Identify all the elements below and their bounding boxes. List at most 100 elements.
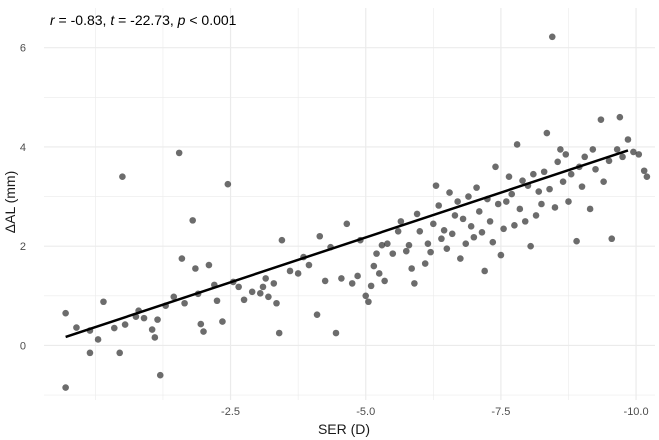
data-point: [630, 148, 637, 156]
data-point: [367, 282, 375, 290]
data-point: [519, 177, 526, 184]
data-point: [589, 146, 597, 153]
data-point: [516, 205, 524, 213]
data-point: [457, 255, 464, 262]
data-point: [494, 200, 502, 208]
data-point: [213, 297, 221, 305]
p-value: < 0.001: [185, 12, 236, 28]
data-point: [170, 293, 178, 301]
data-point: [394, 227, 402, 235]
y-tick-label: 0: [20, 340, 26, 352]
data-point: [381, 277, 388, 285]
data-point: [478, 228, 486, 236]
data-point: [151, 334, 159, 341]
data-point: [505, 173, 513, 181]
data-point: [275, 329, 283, 337]
r-symbol: r: [50, 12, 56, 28]
data-point: [370, 262, 378, 270]
data-point: [259, 283, 267, 291]
data-point: [273, 299, 280, 307]
data-point: [467, 223, 475, 230]
data-point: [562, 151, 570, 158]
data-point: [616, 113, 624, 121]
data-point: [119, 173, 126, 181]
data-point: [416, 227, 424, 235]
data-point: [62, 309, 69, 317]
data-point: [586, 205, 594, 213]
data-point: [305, 261, 313, 269]
data-point: [511, 222, 518, 229]
data-point: [503, 198, 510, 205]
p-symbol: p: [177, 12, 186, 28]
data-point: [538, 200, 545, 208]
data-point: [443, 245, 451, 252]
data-point: [486, 218, 494, 225]
x-tick-label: -7.5: [491, 406, 510, 418]
data-point: [375, 270, 383, 277]
y-tick-labels: 0 2 4 6: [20, 43, 26, 353]
y-axis-title: ΔAL (mm): [2, 171, 18, 234]
data-point: [116, 349, 123, 357]
data-point: [619, 153, 626, 161]
data-point: [581, 153, 589, 161]
data-point: [362, 292, 370, 300]
grid-major: [44, 8, 655, 400]
data-point: [313, 311, 321, 318]
data-point: [470, 233, 478, 241]
y-tick-label: 2: [20, 241, 26, 253]
data-point: [411, 280, 418, 287]
data-point: [235, 283, 242, 291]
data-point: [100, 298, 107, 306]
data-point: [489, 238, 497, 246]
data-point: [397, 218, 405, 225]
data-point: [156, 371, 164, 379]
data-point: [86, 349, 94, 357]
data-point: [262, 275, 269, 282]
data-point: [592, 165, 599, 173]
data-point: [546, 185, 553, 193]
data-point: [408, 265, 415, 272]
data-point: [384, 240, 391, 247]
data-point: [189, 217, 196, 224]
data-point: [497, 251, 505, 259]
data-point: [446, 189, 453, 196]
data-point: [600, 178, 607, 185]
r-value: = -0.83,: [55, 12, 111, 28]
data-point: [178, 255, 186, 262]
data-point: [481, 267, 488, 275]
data-point: [332, 329, 340, 337]
data-point: [438, 235, 445, 243]
data-point: [430, 220, 437, 228]
data-point: [513, 141, 521, 148]
data-point: [378, 241, 386, 249]
data-point: [175, 149, 183, 157]
data-points: [62, 33, 651, 391]
data-point: [110, 324, 118, 332]
x-tick-labels: -2.5 -5.0 -7.5 -10.0: [221, 406, 649, 418]
data-point: [248, 288, 256, 296]
data-point: [440, 226, 448, 234]
data-point: [451, 212, 459, 219]
data-point: [121, 321, 129, 328]
data-point: [154, 316, 161, 323]
data-point: [435, 202, 443, 209]
data-point: [462, 240, 470, 247]
y-tick-label: 6: [20, 43, 26, 55]
data-point: [338, 275, 345, 282]
data-point: [405, 241, 413, 249]
data-point: [578, 183, 586, 190]
data-point: [559, 178, 567, 185]
data-point: [402, 247, 410, 255]
data-point: [613, 146, 621, 153]
data-point: [413, 210, 421, 218]
data-point: [256, 290, 264, 297]
data-point: [389, 250, 397, 257]
data-point: [321, 277, 329, 285]
t-value: = -22.73,: [114, 12, 177, 28]
data-point: [286, 267, 294, 275]
data-point: [548, 33, 556, 41]
data-point: [181, 299, 188, 307]
x-tick-label: -10.0: [624, 406, 649, 418]
data-point: [475, 208, 483, 215]
